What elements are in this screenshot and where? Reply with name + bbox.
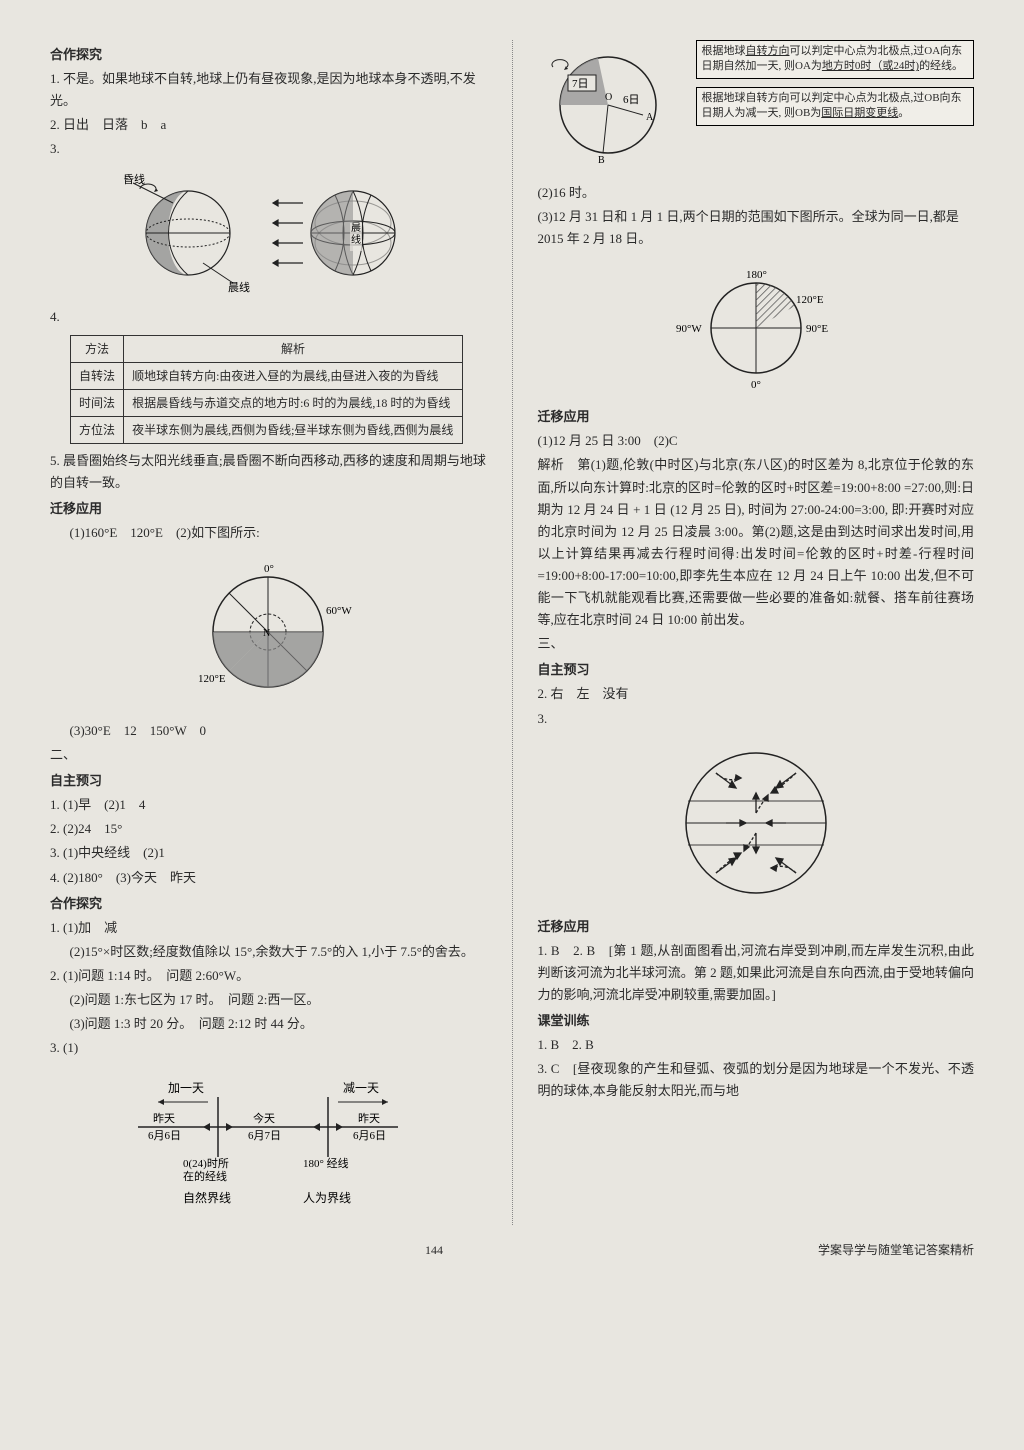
answer-line: 1. (1)早 (2)1 4 xyxy=(50,794,487,816)
svg-text:90°E: 90°E xyxy=(806,323,828,335)
svg-text:昨天: 昨天 xyxy=(358,1112,380,1125)
answer-line: 2. 日出 日落 b a xyxy=(50,114,487,136)
svg-text:0°: 0° xyxy=(751,379,761,391)
svg-text:B: B xyxy=(598,155,605,166)
svg-text:6日: 6日 xyxy=(623,94,640,106)
answer-line: (1)160°E 120°E (2)如下图所示: xyxy=(50,522,487,544)
callout-box-2: 根据地球自转方向可以判定中心点为北极点,过OB向东日期人为减一天, 则OB为国际… xyxy=(696,87,975,126)
answer-line: 3. C [昼夜现象的产生和昼弧、夜弧的划分是因为地球是一个不发光、不透明的球体… xyxy=(538,1058,975,1102)
answer-line: 1. B 2. B xyxy=(538,1034,975,1056)
svg-text:6月7日: 6月7日 xyxy=(248,1130,281,1142)
svg-text:减一天: 减一天 xyxy=(343,1081,379,1095)
figure-globes-terminator: 昏线 晨线 xyxy=(50,168,487,298)
answer-line: 4. xyxy=(50,306,487,328)
explanation-text: 解析 第(1)题,伦敦(中时区)与北京(东八区)的时区差为 8,北京位于伦敦的东… xyxy=(538,454,975,631)
section-heading: 三、 xyxy=(538,633,975,655)
answer-line: 2. 右 左 没有 xyxy=(538,683,975,705)
methods-table: 方法解析 自转法顺地球自转方向:由夜进入昼的为晨线,由昼进入夜的为昏线 时间法根… xyxy=(70,335,463,444)
table-header: 方法 xyxy=(71,335,124,362)
table-cell: 方位法 xyxy=(71,416,124,443)
svg-text:O: O xyxy=(605,92,612,103)
svg-text:人为界线: 人为界线 xyxy=(303,1191,351,1205)
svg-text:180° 经线: 180° 经线 xyxy=(303,1156,349,1170)
section-heading: 合作探究 xyxy=(50,893,487,915)
answer-line: (3)问题 1:3 时 20 分。 问题 2:12 时 44 分。 xyxy=(50,1013,487,1035)
svg-text:7日: 7日 xyxy=(572,78,589,90)
label-dawn: 晨线 xyxy=(228,280,250,294)
table-cell: 顺地球自转方向:由夜进入昼的为晨线,由昼进入夜的为昏线 xyxy=(124,362,463,389)
answer-line: (2)问题 1:东七区为 17 时。 问题 2:西一区。 xyxy=(50,989,487,1011)
answer-line: (2)15°×时区数;经度数值除以 15°,余数大于 7.5°的入 1,小于 7… xyxy=(50,941,487,963)
figure-polar-projection: 0° 60°W 120°E N xyxy=(50,552,487,712)
column-divider xyxy=(512,40,513,1225)
right-column: 7日 6日 O A B 根据地球自转方向可以判定中心点为北极点,过OA向东日期自… xyxy=(538,40,975,1225)
svg-text:0°: 0° xyxy=(264,563,274,575)
answer-line: 3. (1) xyxy=(50,1037,487,1059)
figure-coriolis-circle xyxy=(538,738,975,908)
svg-text:90°W: 90°W xyxy=(676,323,702,335)
svg-text:在的经线: 在的经线 xyxy=(183,1169,227,1183)
label-dusk: 昏线 xyxy=(123,172,145,186)
svg-text:0(24)时所: 0(24)时所 xyxy=(183,1157,229,1170)
answer-line: 3. (1)中央经线 (2)1 xyxy=(50,842,487,864)
left-column: 合作探究 1. 不是。如果地球不自转,地球上仍有昼夜现象,是因为地球本身不透明,… xyxy=(50,40,487,1225)
answer-line: 1. B 2. B [第 1 题,从剖面图看出,河流右岸受到冲刷,而左岸发生沉积… xyxy=(538,940,975,1006)
svg-text:线: 线 xyxy=(351,233,361,246)
answer-line: (3)12 月 31 日和 1 月 1 日,两个日期的范围如下图所示。全球为同一… xyxy=(538,206,975,250)
answer-line: 3. xyxy=(538,708,975,730)
svg-text:昨天: 昨天 xyxy=(153,1112,175,1125)
svg-text:180°: 180° xyxy=(746,269,767,281)
section-heading: 自主预习 xyxy=(50,770,487,792)
table-cell: 夜半球东侧为晨线,西侧为昏线;昼半球东侧为昏线,西侧为晨线 xyxy=(124,416,463,443)
section-heading: 自主预习 xyxy=(538,659,975,681)
answer-line: 2. (2)24 15° xyxy=(50,818,487,840)
table-header: 解析 xyxy=(124,335,463,362)
table-cell: 根据晨昏线与赤道交点的地方时:6 时的为晨线,18 时的为昏线 xyxy=(124,389,463,416)
svg-text:今天: 今天 xyxy=(253,1111,275,1125)
section-heading: 课堂训练 xyxy=(538,1010,975,1032)
footer-title: 学案导学与随堂笔记答案精析 xyxy=(818,1240,974,1260)
svg-text:6月6日: 6月6日 xyxy=(353,1130,386,1142)
page-columns: 合作探究 1. 不是。如果地球不自转,地球上仍有昼夜现象,是因为地球本身不透明,… xyxy=(50,40,974,1225)
figure-polar-dateline: 7日 6日 O A B 根据地球自转方向可以判定中心点为北极点,过OA向东日期自… xyxy=(538,40,975,180)
section-heading: 迁移应用 xyxy=(50,498,487,520)
section-heading: 合作探究 xyxy=(50,44,487,66)
page-number: 144 xyxy=(425,1240,443,1260)
svg-text:A: A xyxy=(646,112,654,123)
section-heading: 二、 xyxy=(50,744,487,766)
answer-line: 1. (1)加 减 xyxy=(50,917,487,939)
figure-date-ranges: 180° 120°E 90°W 90°E 0° xyxy=(538,258,975,398)
svg-text:N: N xyxy=(263,628,270,639)
svg-text:加一天: 加一天 xyxy=(168,1081,204,1095)
answer-line: (2)16 时。 xyxy=(538,182,975,204)
callout-box-1: 根据地球自转方向可以判定中心点为北极点,过OA向东日期自然加一天, 则OA为地方… xyxy=(696,40,975,79)
svg-text:120°E: 120°E xyxy=(198,673,226,685)
svg-text:60°W: 60°W xyxy=(326,605,352,617)
page-footer: 144 学案导学与随堂笔记答案精析 xyxy=(50,1240,974,1260)
svg-text:自然界线: 自然界线 xyxy=(183,1190,231,1205)
table-cell: 时间法 xyxy=(71,389,124,416)
section-heading: 迁移应用 xyxy=(538,406,975,428)
answer-line: 4. (2)180° (3)今天 昨天 xyxy=(50,867,487,889)
label-dawn2: 晨 xyxy=(351,222,361,234)
svg-text:120°E: 120°E xyxy=(796,294,824,306)
svg-text:6月6日: 6月6日 xyxy=(148,1130,181,1142)
answer-line: 1. 不是。如果地球不自转,地球上仍有昼夜现象,是因为地球本身不透明,不发光。 xyxy=(50,68,487,112)
answer-line: 3. xyxy=(50,138,487,160)
answer-line: 5. 晨昏圈始终与太阳光线垂直;晨昏圈不断向西移动,西移的速度和周期与地球的自转… xyxy=(50,450,487,494)
answer-line: (1)12 月 25 日 3:00 (2)C xyxy=(538,430,975,452)
answer-line: 2. (1)问题 1:14 时。 问题 2:60°W。 xyxy=(50,965,487,987)
section-heading: 迁移应用 xyxy=(538,916,975,938)
figure-dateline-diagram: 加一天 减一天 昨天 6月6日 今天 6月7日 昨天 6月6日 0(24)时所 … xyxy=(50,1067,487,1217)
answer-line: (3)30°E 12 150°W 0 xyxy=(50,720,487,742)
table-cell: 自转法 xyxy=(71,362,124,389)
